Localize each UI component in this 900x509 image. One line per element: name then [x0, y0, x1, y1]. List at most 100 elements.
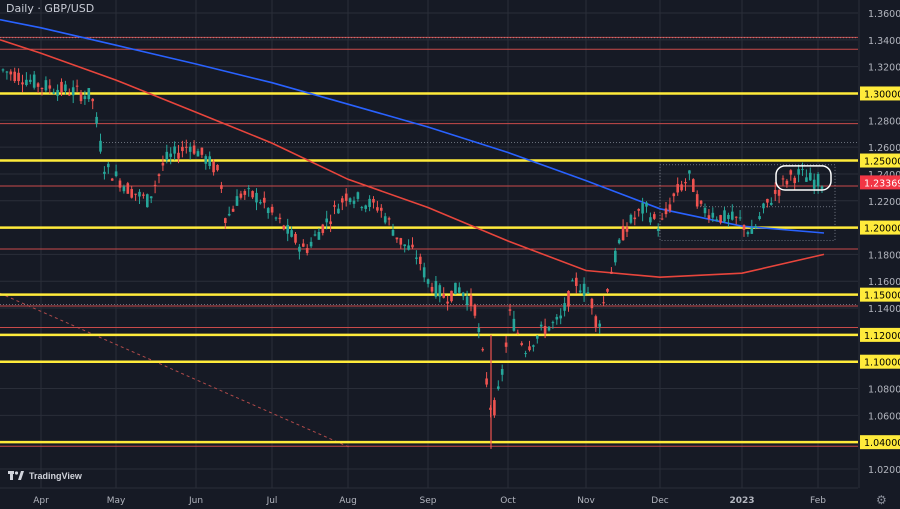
x-tick-label: Sep	[420, 496, 437, 506]
candle-body	[707, 215, 711, 219]
price-label-bg	[860, 354, 900, 369]
candle-body	[446, 301, 449, 304]
candle-body	[79, 92, 83, 102]
candle-body	[520, 343, 523, 345]
candle-body	[157, 174, 161, 176]
dotted-range-box	[659, 164, 836, 241]
candle-body	[1, 69, 5, 71]
candle-body	[793, 177, 796, 184]
candle-body	[820, 186, 824, 189]
candle-body	[29, 79, 32, 82]
candle-body	[660, 218, 664, 220]
candle-body	[122, 186, 126, 192]
candle-body	[134, 193, 137, 195]
tradingview-logo-text: TradingView	[29, 470, 82, 481]
candle-body	[146, 194, 149, 208]
candle-body	[407, 245, 410, 250]
candle-body	[680, 184, 683, 191]
candle-body	[56, 89, 59, 96]
candle-body	[263, 197, 266, 203]
candle-body	[617, 239, 621, 244]
candle-body	[173, 146, 176, 154]
candle-body	[461, 292, 465, 297]
candle-body	[672, 193, 676, 197]
candle-body	[192, 145, 196, 154]
candle-body	[278, 217, 282, 220]
candle-body	[465, 296, 469, 306]
candle-body	[438, 285, 442, 297]
candle-body	[185, 146, 188, 148]
candle-body	[200, 147, 204, 155]
candle-body	[789, 170, 793, 175]
current-price-badge	[860, 175, 900, 190]
candle-body	[290, 230, 293, 237]
x-tick-label: Feb	[810, 496, 826, 506]
candle-body	[87, 88, 91, 100]
candle-body	[528, 346, 531, 351]
candle-body	[805, 177, 808, 182]
y-tick-label: 1.28000	[868, 116, 900, 127]
x-tick-label: 2023	[729, 496, 754, 506]
candle-body	[305, 248, 309, 253]
candle-body	[352, 200, 356, 204]
trendline-dashed	[0, 292, 351, 448]
candle-body	[9, 71, 13, 75]
candle-body	[395, 237, 399, 240]
candle-body	[649, 217, 652, 223]
candle-body	[204, 156, 208, 164]
candle-body	[270, 206, 274, 213]
price-label-bg	[860, 287, 900, 302]
candle-body	[220, 185, 223, 189]
candle-body	[40, 87, 44, 89]
moving-average-100	[0, 39, 825, 279]
candle-body	[695, 194, 699, 207]
y-tick-label: 1.02000	[868, 465, 900, 476]
candle-body	[48, 85, 52, 89]
candle-body	[17, 72, 20, 82]
candle-body	[543, 325, 547, 334]
y-tick-label: 1.16000	[868, 277, 900, 288]
candle-body	[165, 151, 169, 161]
candle-body	[399, 238, 403, 245]
candle-body	[625, 226, 629, 232]
candle-body	[422, 267, 426, 278]
candle-body	[196, 151, 200, 157]
x-tick-label: Oct	[500, 496, 516, 506]
candle-body	[430, 286, 434, 292]
x-tick-label: Nov	[577, 496, 595, 506]
candle-body	[360, 207, 364, 209]
candle-body	[750, 227, 754, 234]
price-label-bg	[860, 435, 900, 450]
candle-body	[567, 290, 570, 307]
candle-body	[481, 349, 484, 351]
candle-body	[64, 84, 67, 91]
candle-body	[485, 378, 488, 385]
candle-body	[594, 316, 598, 327]
candle-body	[333, 205, 336, 207]
candle-body	[212, 161, 215, 173]
candle-body	[227, 213, 231, 216]
candle-body	[493, 400, 496, 416]
candle-body	[364, 205, 367, 209]
candle-body	[255, 192, 258, 203]
candle-body	[181, 146, 184, 152]
candle-body	[138, 191, 141, 197]
candle-body	[731, 211, 734, 220]
y-tick-label: 1.36000	[868, 9, 900, 20]
candle-body	[555, 316, 559, 320]
candle-body	[785, 180, 789, 185]
candle-body	[676, 184, 679, 193]
x-tick-label: Jul	[266, 496, 278, 506]
candle-body	[532, 345, 535, 347]
candle-body	[169, 153, 172, 157]
candle-body	[746, 232, 750, 235]
candle-body	[524, 353, 527, 355]
candle-body	[575, 277, 578, 286]
y-tick-label: 1.12000	[864, 331, 900, 342]
y-tick-label: 1.15000	[864, 291, 900, 302]
candle-body	[247, 188, 250, 190]
candle-body	[411, 244, 414, 248]
x-tick-label: Dec	[651, 496, 668, 506]
gear-icon[interactable]: ⚙	[876, 493, 887, 507]
